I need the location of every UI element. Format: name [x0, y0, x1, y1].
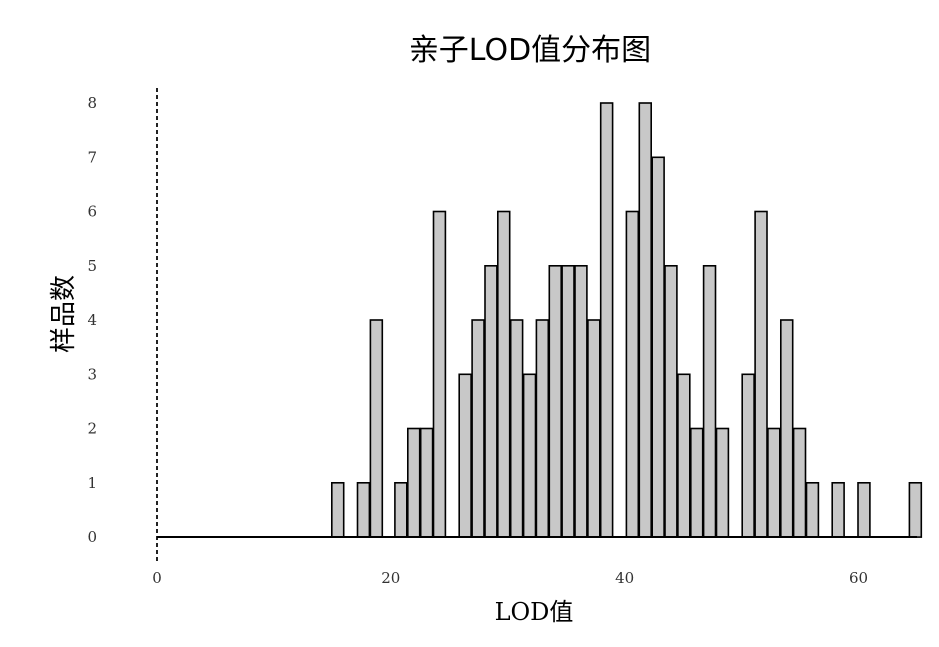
x-tick-labels: 0 20 40 60	[152, 569, 868, 587]
x-tick-label: 20	[381, 569, 400, 587]
y-tick-labels: 0 1 2 3 4 5 6 7 8	[87, 94, 97, 546]
y-tick-label: 2	[87, 420, 97, 438]
histogram-bar	[394, 481, 408, 538]
histogram-bar	[419, 427, 434, 538]
y-tick-label: 6	[87, 203, 97, 221]
histogram-bar	[561, 264, 575, 538]
histogram-bar	[432, 210, 447, 538]
histogram-bar	[677, 373, 691, 538]
y-tick-label: 7	[87, 148, 97, 166]
histogram-bar	[406, 427, 421, 538]
histogram-bar	[356, 481, 371, 538]
histogram-bar	[509, 319, 524, 538]
histogram-bar	[741, 373, 755, 538]
histogram-bar	[779, 319, 794, 538]
histogram-bar	[831, 481, 845, 538]
histogram-bar	[664, 264, 678, 538]
y-axis-label: 样品数	[49, 275, 79, 353]
histogram-bar	[458, 373, 472, 538]
y-tick-label: 1	[87, 474, 97, 492]
histogram-bar	[484, 264, 498, 538]
histogram-bar	[702, 264, 717, 538]
histogram-bar	[574, 264, 588, 538]
histogram-bar	[625, 210, 640, 538]
histogram-bar	[805, 481, 820, 538]
bar-series	[330, 102, 923, 538]
histogram-bar	[792, 427, 807, 538]
histogram-bar	[908, 481, 923, 538]
y-tick-label: 5	[87, 257, 97, 275]
histogram-bar	[689, 427, 704, 538]
x-tick-label: 0	[152, 569, 162, 587]
y-tick-label: 0	[87, 528, 97, 546]
chart-title: 亲子LOD值分布图	[409, 33, 651, 68]
histogram-bar	[715, 427, 730, 538]
histogram-bar	[599, 102, 614, 538]
histogram-bar	[369, 319, 384, 538]
x-tick-label: 40	[615, 569, 634, 587]
x-axis-label: LOD值	[495, 598, 574, 626]
histogram-bar	[638, 102, 652, 538]
histogram-bar	[548, 264, 562, 538]
histogram-bar	[330, 481, 345, 538]
histogram-bar	[857, 481, 871, 538]
y-tick-label: 3	[87, 365, 97, 383]
histogram-bar	[471, 319, 485, 538]
histogram-bar	[587, 319, 601, 538]
y-tick-label: 8	[87, 94, 97, 112]
y-tick-label: 4	[87, 311, 97, 329]
histogram-bar	[651, 156, 665, 538]
histogram-bar	[522, 373, 537, 538]
x-tick-label: 60	[849, 569, 868, 587]
histogram-bar	[754, 210, 768, 538]
histogram-bar	[767, 427, 781, 538]
histogram-bar	[496, 210, 511, 538]
histogram-bar	[535, 319, 550, 538]
